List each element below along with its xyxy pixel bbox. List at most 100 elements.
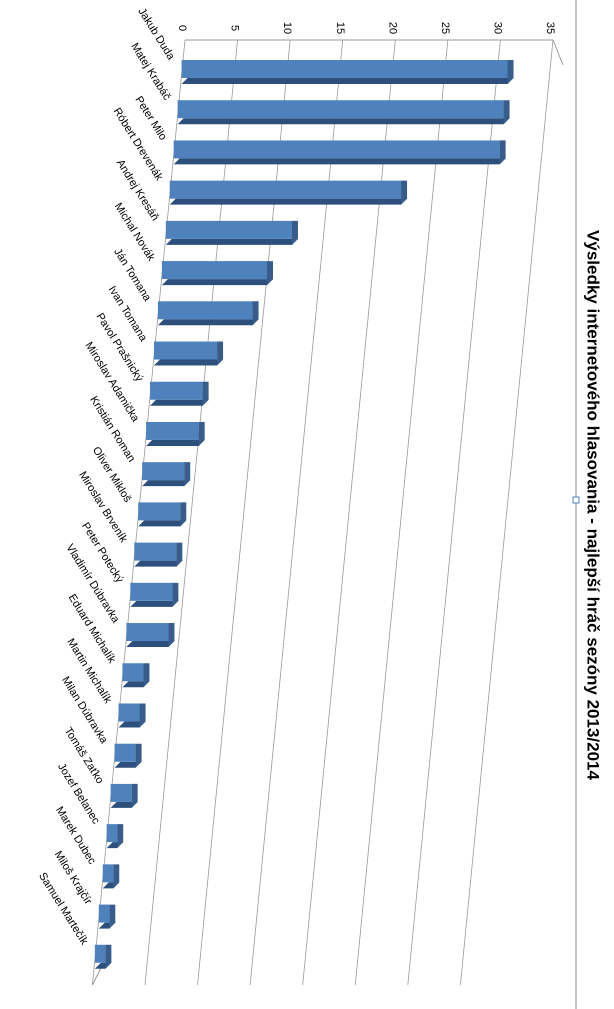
- bar: [114, 743, 142, 768]
- bar-face: [157, 319, 259, 326]
- bar-face: [173, 158, 506, 165]
- bar-face: [118, 721, 146, 728]
- bar-face: [157, 301, 253, 320]
- bar-face: [130, 600, 179, 607]
- bar: [169, 180, 408, 205]
- y-tick-label: 5: [229, 25, 241, 31]
- bar-face: [503, 100, 510, 125]
- bar-face: [113, 864, 120, 889]
- bar-face: [169, 198, 408, 205]
- bar-face: [180, 502, 187, 527]
- bar: [122, 663, 150, 688]
- bar-face: [105, 944, 112, 969]
- bar-face: [139, 703, 146, 728]
- bar-face: [126, 623, 169, 642]
- bar-face: [142, 480, 191, 487]
- bar: [161, 261, 274, 286]
- bar: [173, 140, 506, 165]
- bar-face: [153, 341, 218, 360]
- bar-face: [122, 663, 144, 682]
- chart-title: Výsledky internetového hlasovania - najl…: [584, 230, 603, 780]
- bar: [138, 502, 187, 527]
- bar-face: [173, 140, 500, 159]
- bar: [130, 582, 179, 607]
- bar-face: [126, 641, 175, 648]
- bar-face: [507, 60, 514, 84]
- bar: [98, 904, 116, 929]
- bar: [146, 421, 205, 446]
- y-tick-label: 15: [334, 22, 346, 34]
- bar-face: [138, 502, 181, 521]
- bar-face: [134, 560, 183, 567]
- y-tick-label: 25: [439, 22, 451, 34]
- y-tick-label: 10: [281, 22, 293, 34]
- bar-face: [267, 261, 274, 286]
- bar: [177, 100, 510, 125]
- bar: [126, 623, 175, 648]
- bar-face: [168, 623, 175, 648]
- bar-face: [143, 663, 150, 688]
- bar-face: [135, 743, 142, 768]
- y-tick-label: 30: [492, 22, 504, 34]
- bar-face: [98, 904, 110, 923]
- bar-face: [184, 462, 191, 487]
- bar-face: [106, 824, 118, 843]
- y-tick-label: 20: [386, 22, 398, 34]
- bar-face: [172, 582, 179, 607]
- x-tick-label: Vladimír Dúbravka: [63, 542, 122, 626]
- bar-face: [153, 359, 224, 366]
- bar-face: [94, 944, 106, 963]
- bar-face: [114, 761, 142, 768]
- bar: [94, 944, 112, 969]
- bar-face: [102, 864, 114, 883]
- bar-face: [252, 301, 259, 326]
- bar: [142, 462, 191, 487]
- x-tick-label: Miroslav Adamička: [82, 340, 141, 425]
- bar-face: [118, 703, 140, 722]
- bar-face: [169, 180, 402, 199]
- bar-face: [122, 681, 150, 688]
- bar: [157, 301, 259, 326]
- bar-face: [291, 220, 298, 245]
- grid-line: [354, 39, 449, 986]
- bar-face: [165, 238, 298, 245]
- bar-face: [181, 60, 508, 78]
- y-tick-label: 35: [544, 22, 556, 34]
- grid-line: [459, 39, 554, 986]
- bar: [110, 783, 138, 808]
- bar-face: [401, 180, 408, 205]
- bar: [181, 60, 514, 84]
- bar-face: [176, 542, 183, 567]
- bar-face: [499, 140, 506, 165]
- axis-line: [552, 39, 564, 66]
- bar-face: [198, 421, 205, 446]
- bar: [118, 703, 146, 728]
- bar-face: [110, 783, 132, 802]
- y-tick-label: 0: [176, 25, 188, 31]
- bar-face: [181, 78, 514, 84]
- bar-face: [138, 520, 187, 527]
- bar: [165, 220, 298, 245]
- bar: [102, 864, 120, 889]
- bar-face: [131, 783, 138, 808]
- bar: [150, 381, 209, 406]
- bar-face: [110, 801, 138, 808]
- bar: [134, 542, 183, 567]
- bar-face: [161, 261, 268, 280]
- bar: [153, 341, 224, 366]
- bar-face: [146, 421, 199, 440]
- bar-face: [177, 118, 510, 125]
- grid-line: [407, 39, 501, 986]
- bar-face: [117, 824, 124, 849]
- bar-face: [150, 381, 203, 400]
- bar-face: [114, 743, 136, 762]
- bar-face: [165, 220, 292, 239]
- bar-face: [161, 279, 274, 286]
- bar-face: [142, 462, 185, 481]
- bar-face: [130, 582, 173, 601]
- bar-face: [109, 904, 116, 929]
- bar-face: [134, 542, 177, 561]
- bar-face: [146, 439, 205, 446]
- bar: [106, 824, 124, 849]
